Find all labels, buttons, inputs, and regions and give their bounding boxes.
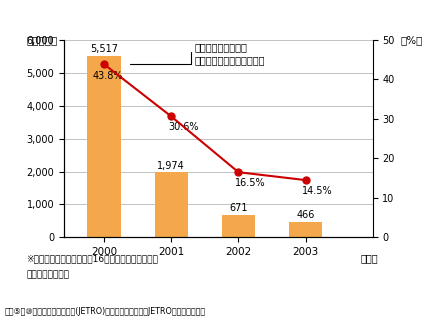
- Text: 671: 671: [229, 204, 248, 213]
- Text: 16.5%: 16.5%: [235, 178, 265, 188]
- Text: （億ドル）: （億ドル）: [26, 35, 58, 45]
- Text: 1,974: 1,974: [157, 161, 185, 171]
- Text: 30.6%: 30.6%: [168, 123, 198, 132]
- Text: 図表⑤～⑩　日本買易振興機構(JETRO)「買易投資白書」、JETRO資料により作成: 図表⑤～⑩ 日本買易振興機構(JETRO)「買易投資白書」、JETRO資料により…: [4, 307, 206, 316]
- Text: 5,517: 5,517: [90, 44, 118, 54]
- Bar: [87, 56, 121, 237]
- Text: 数字が異なる: 数字が異なる: [26, 271, 70, 280]
- Bar: [154, 172, 188, 237]
- Text: 43.8%: 43.8%: [92, 71, 123, 81]
- Text: 466: 466: [296, 210, 315, 220]
- Text: 買収・合併額に占める割合: 買収・合併額に占める割合: [195, 56, 265, 66]
- Text: （年）: （年）: [361, 253, 378, 263]
- Text: 14.5%: 14.5%: [302, 186, 333, 196]
- Text: （%）: （%）: [400, 35, 422, 45]
- Text: 世界全体の全産業の: 世界全体の全産業の: [195, 42, 248, 52]
- Text: ※　更新があったため平成16年版情報通信白書とは: ※ 更新があったため平成16年版情報通信白書とは: [26, 254, 158, 263]
- Bar: [222, 215, 255, 237]
- Bar: [289, 222, 322, 237]
